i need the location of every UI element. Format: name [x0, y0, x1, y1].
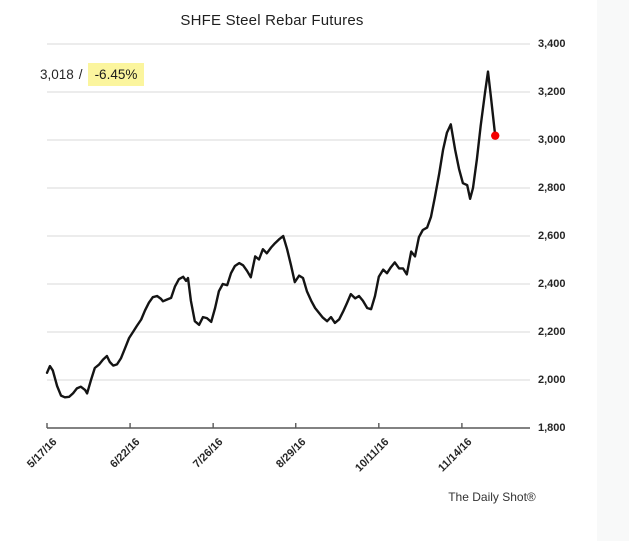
y-axis-tick-label: 3,200	[538, 86, 566, 98]
last-value-annotation: 3,018 / -6.45%	[40, 63, 145, 86]
last-point-marker	[491, 131, 500, 140]
annotation-separator: /	[78, 67, 83, 82]
y-axis-tick-label: 2,400	[538, 278, 566, 290]
y-axis-tick-label: 3,000	[538, 134, 566, 146]
y-axis-tick-label: 3,400	[538, 38, 566, 50]
last-price-value: 3,018	[40, 67, 74, 82]
price-line	[45, 70, 497, 399]
y-axis-tick-label: 2,200	[538, 326, 566, 338]
y-axis-tick-label: 2,800	[538, 182, 566, 194]
chart-title: SHFE Steel Rebar Futures	[180, 12, 364, 29]
y-axis-tick-label: 1,800	[538, 422, 566, 434]
y-axis-tick-label: 2,000	[538, 374, 566, 386]
percent-change-highlighted: -6.45%	[87, 63, 145, 86]
window-edge-strip	[597, 0, 629, 541]
source-credit: The Daily Shot®	[448, 490, 536, 504]
y-axis-tick-label: 2,600	[538, 230, 566, 242]
